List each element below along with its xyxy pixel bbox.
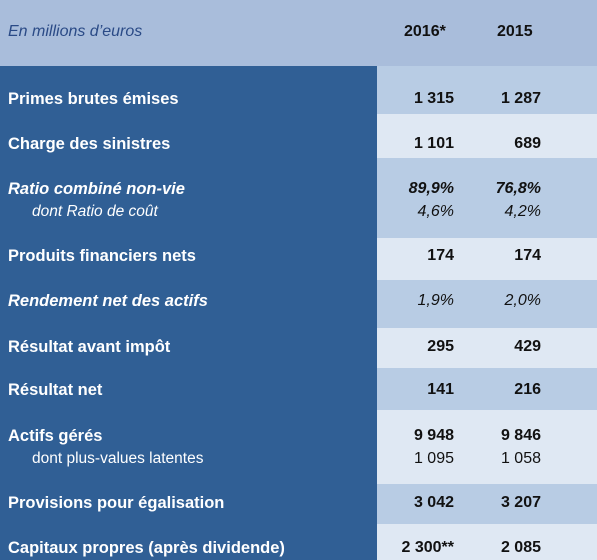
column-header-2015: 2015 [497,23,533,40]
value-2015: 429 [514,338,541,355]
value-2016: 1,9% [417,292,454,309]
row-label: Primes brutes émises [8,90,179,108]
value-bg [377,158,597,238]
value-bg [377,368,597,410]
value-2016: 2 300** [401,539,455,556]
value-2015: 9 846 [500,427,541,444]
row-label: Résultat net [8,381,103,399]
value-2015: 3 207 [500,494,541,511]
value-2015: 689 [514,135,541,152]
value-2016: 89,9% [408,180,454,197]
value-2015: 2,0% [504,292,541,309]
value-2015: 174 [514,247,541,264]
row-sublabel: dont plus-values latentes [32,450,204,467]
value-2016: 295 [427,338,454,355]
row-label: Actifs gérés [8,427,103,445]
value-2015: 76,8% [495,180,541,197]
row-sublabel: dont Ratio de coût [32,203,158,220]
row-label: Rendement net des actifs [8,292,208,310]
value-bg [377,524,597,560]
value-2016: 141 [427,381,454,398]
value-bg [377,410,597,484]
value-2016: 1 315 [413,90,454,107]
subvalue-2016: 4,6% [417,203,454,220]
unit-label: En millions d’euros [8,23,143,40]
value-bg [377,66,597,114]
row-label: Ratio combiné non-vie [8,180,185,198]
value-bg [377,280,597,328]
value-2016: 9 948 [413,427,454,444]
value-bg [377,238,597,280]
subvalue-2015: 4,2% [504,203,541,220]
label-column-background [0,66,377,560]
subvalue-2016: 1 095 [413,450,454,467]
value-bg [377,484,597,524]
row-label: Produits financiers nets [8,247,196,265]
value-2016: 174 [427,247,454,264]
row-label: Résultat avant impôt [8,338,171,356]
row-label: Charge des sinistres [8,135,171,153]
value-2015: 2 085 [500,539,541,556]
value-2015: 1 287 [500,90,541,107]
row-label: Provisions pour égalisation [8,494,225,512]
value-bg [377,328,597,368]
value-2016: 1 101 [413,135,454,152]
table-header: En millions d’euros 2016* 2015 [0,0,597,66]
row-label: Capitaux propres (après dividende) [8,539,285,557]
subvalue-2015: 1 058 [500,450,541,467]
value-2015: 216 [514,381,541,398]
column-header-2016: 2016* [404,23,446,40]
value-bg [377,114,597,158]
value-2016: 3 042 [413,494,454,511]
